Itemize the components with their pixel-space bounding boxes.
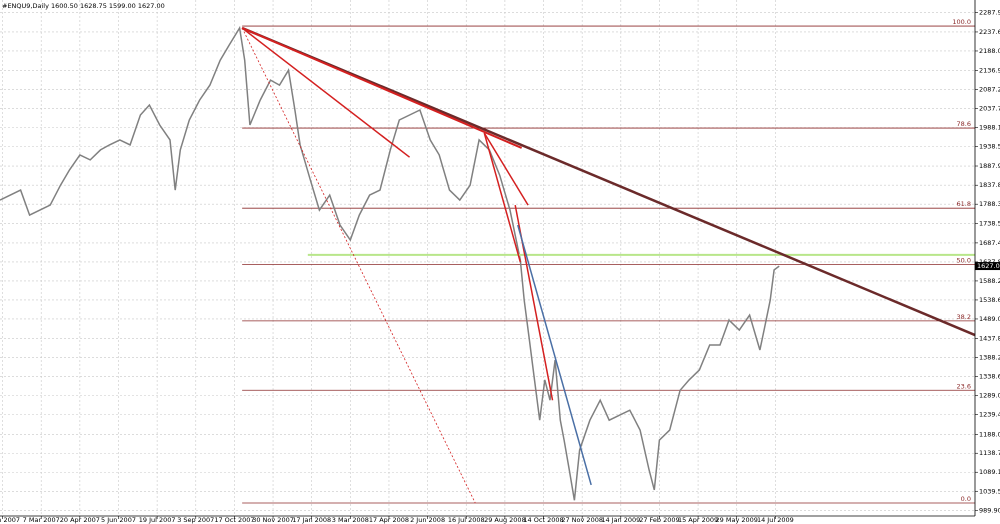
y-tick-label: 1239.45 <box>979 411 1000 419</box>
fib-label: 100.0 <box>952 18 971 26</box>
x-tick-label: 14 Oct 2008 <box>523 516 563 524</box>
fib-label: 38.2 <box>957 313 971 321</box>
x-tick-label: 5 Jun 2007 <box>101 516 136 524</box>
x-tick-label: 14 Jan 2009 <box>601 516 640 524</box>
grid <box>0 0 975 516</box>
x-tick-label: 3 Sep 2007 <box>177 516 214 524</box>
last-price-label: 1627.00 <box>977 262 1000 270</box>
y-tick-label: 2136.90 <box>979 67 1000 75</box>
x-tick-label: 27 Nov 2008 <box>561 516 603 524</box>
x-tick-label: 15 Apr 2009 <box>678 516 718 524</box>
y-tick-label: 1338.65 <box>979 373 1000 381</box>
y-tick-label: 1687.40 <box>979 239 1000 247</box>
last-price-tag <box>975 262 1000 271</box>
x-tick-label: 17 Apr 2008 <box>369 516 409 524</box>
fib-label: 0.0 <box>961 495 971 503</box>
y-tick-label: 1188.00 <box>979 430 1000 438</box>
y-tick-label: 1437.85 <box>979 335 1000 343</box>
x-tick-label: 20 Apr 2007 <box>60 516 100 524</box>
trendline <box>241 27 411 158</box>
y-tick-label: 1089.15 <box>979 468 1000 476</box>
marks: 100.0 78.6 61.8 50.0 38.2 23.6 0.0 <box>0 18 976 504</box>
x-tick-label: 19 Jul 2007 <box>139 516 176 524</box>
y-tick-label: 989.90 <box>979 506 1000 514</box>
fib-label: 61.8 <box>957 200 971 208</box>
price-line <box>0 25 780 501</box>
y-tick-label: 1039.50 <box>979 487 1000 495</box>
x-tick-label: 3 Mar 2008 <box>332 516 369 524</box>
trendline <box>241 27 523 149</box>
trendline <box>483 132 522 263</box>
x-tick-label: 30 Nov 2007 <box>252 516 294 524</box>
x-tick-label: 17 Jan 2008 <box>292 516 331 524</box>
y-tick-label: 1837.85 <box>979 181 1000 189</box>
x-tick-label: 16 Jul 2008 <box>448 516 485 524</box>
trendline <box>241 27 476 504</box>
y-tick-label: 1588.20 <box>979 277 1000 285</box>
x-tick-label: 17 Oct 2007 <box>214 516 254 524</box>
x-tick-label: 2 Jun 2008 <box>410 516 445 524</box>
fib-label: 78.6 <box>957 120 971 128</box>
x-tick-label: 14 Jul 2009 <box>757 516 794 524</box>
y-tick-label: 1887.95 <box>979 162 1000 170</box>
y-tick-label: 2037.70 <box>979 105 1000 113</box>
y-tick-label: 1489.00 <box>979 315 1000 323</box>
trendline <box>241 26 976 337</box>
fib-label: 50.0 <box>957 257 971 265</box>
y-tick-label: 1538.60 <box>979 296 1000 304</box>
x-tick-label: 7 Mar 2007 <box>23 516 60 524</box>
y-tick-label: 1388.25 <box>979 354 1000 362</box>
trendline <box>517 224 592 486</box>
fib-label: 23.6 <box>957 382 971 390</box>
x-tick-label: 2 Jan 2007 <box>0 516 20 524</box>
y-tick-label: 2087.25 <box>979 86 1000 94</box>
y-tick-label: 1788.35 <box>979 200 1000 208</box>
y-tick-label: 2237.65 <box>979 28 1000 36</box>
x-tick-label: 29 Aug 2008 <box>484 516 526 524</box>
y-tick-label: 2287.95 <box>979 9 1000 17</box>
y-tick-label: 2188.05 <box>979 47 1000 55</box>
y-tick-label: 1988.10 <box>979 124 1000 132</box>
y-tick-label: 1138.70 <box>979 449 1000 457</box>
y-tick-label: 1938.50 <box>979 143 1000 151</box>
y-tick-label: 1738.55 <box>979 219 1000 227</box>
trendline <box>483 132 529 206</box>
y-tick-label: 1637.80 <box>979 258 1000 266</box>
y-tick-label: 1289.00 <box>979 392 1000 400</box>
x-tick-label: 29 May 2009 <box>716 516 758 524</box>
x-tick-label: 27 Feb 2009 <box>639 516 679 524</box>
chart-title: #ENQU9,Daily 1600.50 1628.75 1599.00 162… <box>2 2 165 10</box>
